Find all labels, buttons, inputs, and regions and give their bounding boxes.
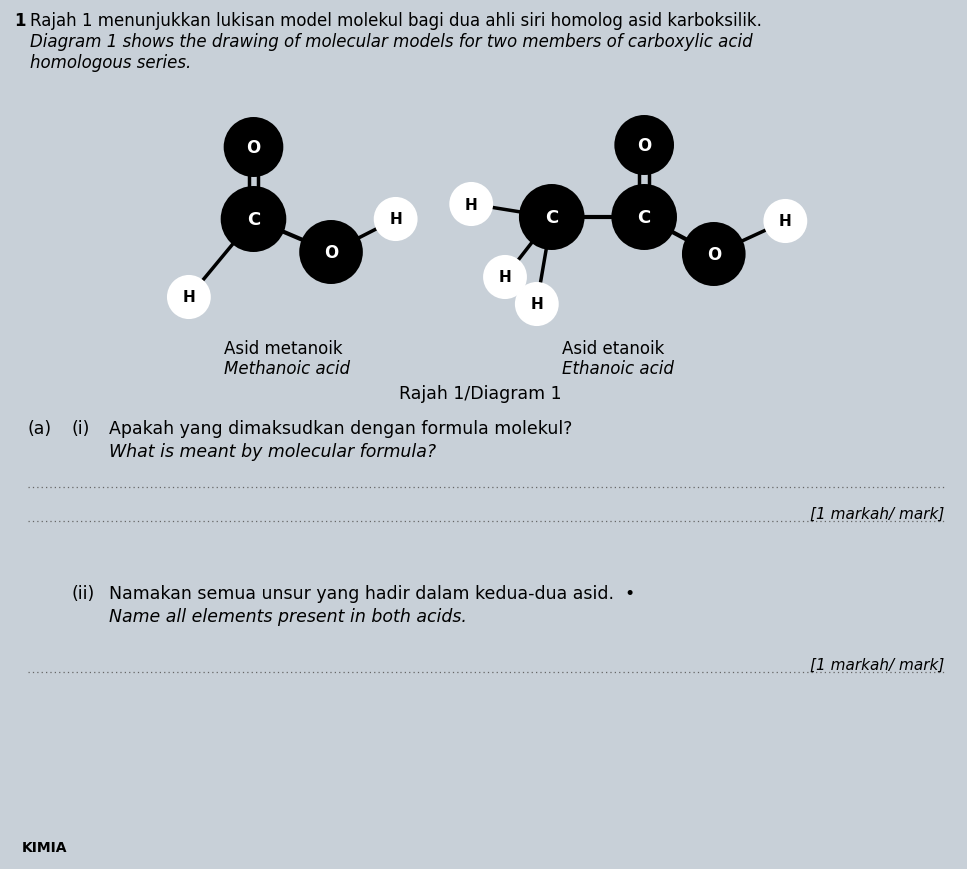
Text: (ii): (ii) bbox=[72, 584, 95, 602]
Text: H: H bbox=[499, 270, 512, 285]
Text: O: O bbox=[637, 136, 652, 155]
Text: O: O bbox=[707, 246, 720, 263]
Circle shape bbox=[614, 116, 674, 176]
Circle shape bbox=[375, 199, 417, 241]
Text: [1 markah/ mark]: [1 markah/ mark] bbox=[810, 657, 945, 673]
Text: Rajah 1 menunjukkan lukisan model molekul bagi dua ahli siri homolog asid karbok: Rajah 1 menunjukkan lukisan model moleku… bbox=[30, 12, 762, 30]
Text: C: C bbox=[545, 209, 558, 227]
Text: (i): (i) bbox=[72, 420, 90, 437]
Text: Rajah 1/Diagram 1: Rajah 1/Diagram 1 bbox=[398, 385, 562, 402]
Circle shape bbox=[451, 183, 492, 226]
Circle shape bbox=[168, 276, 210, 319]
Text: Asid etanoik: Asid etanoik bbox=[562, 340, 664, 357]
Circle shape bbox=[516, 283, 558, 326]
Text: What is meant by molecular formula?: What is meant by molecular formula? bbox=[109, 442, 436, 461]
Text: O: O bbox=[324, 243, 338, 262]
Text: homologous series.: homologous series. bbox=[30, 54, 191, 72]
Text: 1: 1 bbox=[14, 12, 25, 30]
Text: O: O bbox=[247, 139, 261, 156]
Circle shape bbox=[519, 185, 584, 251]
Circle shape bbox=[299, 221, 363, 285]
Text: H: H bbox=[390, 212, 402, 227]
Text: Ethanoic acid: Ethanoic acid bbox=[562, 360, 674, 377]
Circle shape bbox=[611, 185, 677, 251]
Text: C: C bbox=[247, 211, 260, 229]
Text: Diagram 1 shows the drawing of molecular models for two members of carboxylic ac: Diagram 1 shows the drawing of molecular… bbox=[30, 33, 752, 51]
Text: Asid metanoik: Asid metanoik bbox=[223, 340, 342, 357]
Text: H: H bbox=[531, 297, 543, 312]
Text: Namakan semua unsur yang hadir dalam kedua-dua asid.  •: Namakan semua unsur yang hadir dalam ked… bbox=[109, 584, 635, 602]
Text: C: C bbox=[637, 209, 651, 227]
Text: H: H bbox=[465, 197, 478, 212]
Text: Name all elements present in both acids.: Name all elements present in both acids. bbox=[109, 607, 467, 626]
Circle shape bbox=[223, 118, 283, 178]
Circle shape bbox=[765, 201, 806, 242]
Text: (a): (a) bbox=[28, 420, 52, 437]
Circle shape bbox=[484, 256, 526, 299]
Text: Apakah yang dimaksudkan dengan formula molekul?: Apakah yang dimaksudkan dengan formula m… bbox=[109, 420, 572, 437]
Text: H: H bbox=[183, 290, 195, 305]
Text: KIMIA: KIMIA bbox=[22, 840, 68, 854]
Circle shape bbox=[682, 222, 746, 287]
Circle shape bbox=[220, 187, 286, 253]
Text: H: H bbox=[779, 215, 792, 229]
Text: [1 markah/ mark]: [1 markah/ mark] bbox=[810, 507, 945, 521]
Text: Methanoic acid: Methanoic acid bbox=[223, 360, 350, 377]
